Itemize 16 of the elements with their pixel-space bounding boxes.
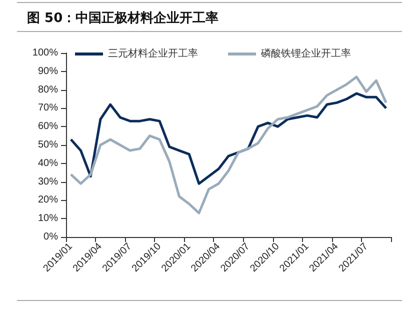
y-tick-label: 80% [38,84,58,96]
line-series [70,76,388,214]
legend-label: 三元材料企业开工率 [108,48,198,60]
y-tick-label: 40% [38,158,58,169]
y-tick-label: 70% [38,102,58,114]
y-tick-label: 100% [32,48,58,58]
legend-label: 磷酸铁锂企业开工率 [260,48,351,60]
y-tick-label: 20% [38,194,58,206]
chart-title: 图 50：中国正极材料企业开工率 [27,10,219,27]
y-tick-label: 0% [44,232,58,242]
y-tick-label: 60% [38,121,58,132]
line-series [70,92,388,185]
y-tick-label: 50% [38,140,58,150]
y-tick-label: 10% [38,213,58,224]
y-tick-label: 30% [38,176,58,188]
y-tick-label: 90% [38,66,58,77]
